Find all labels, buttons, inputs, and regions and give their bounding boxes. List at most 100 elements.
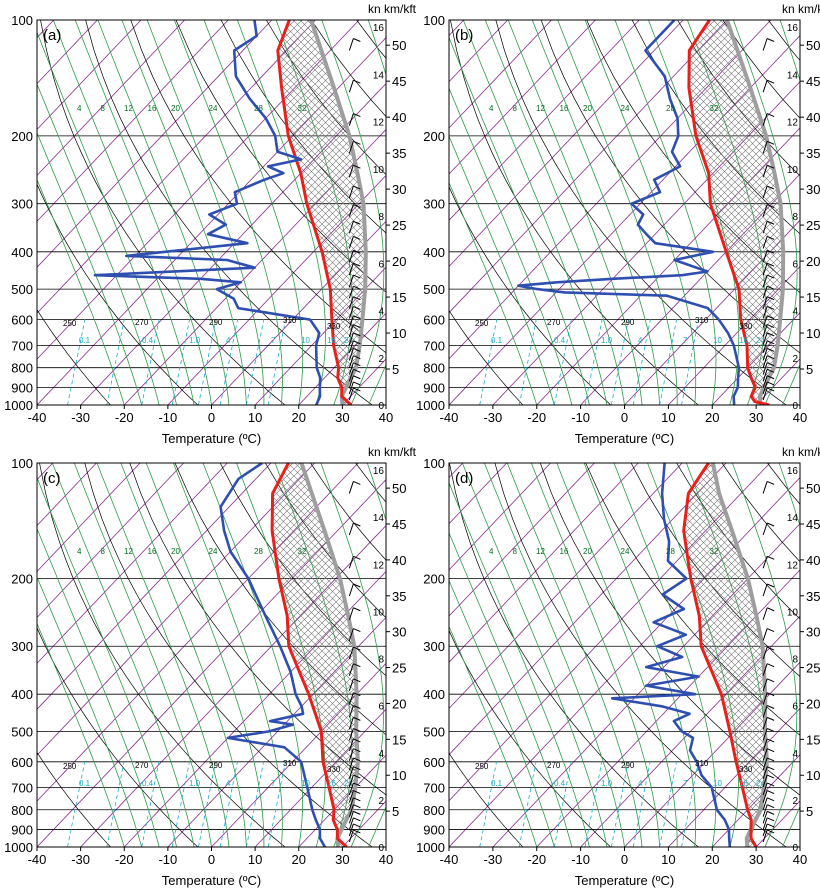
parcel-path (725, 20, 786, 405)
wind-barb-flag (353, 810, 361, 815)
theta-label: 290 (209, 761, 223, 770)
temp-tick-label: -30 (71, 852, 90, 867)
isotherm-line (624, 219, 800, 405)
temp-tick-label: -20 (527, 852, 546, 867)
wind-barb (762, 286, 768, 299)
km-tick-label: 12 (787, 118, 799, 129)
moist-adiabat (584, 20, 697, 405)
wind-barb-flag (353, 716, 361, 721)
kft-tick-label: 20 (392, 696, 406, 711)
km-tick-label: 4 (792, 749, 798, 760)
pressure-tick-label: 400 (423, 687, 445, 702)
moist-adiabat-label: 32 (298, 104, 307, 113)
isotherm-line (37, 20, 185, 176)
temp-tick-label: -30 (483, 410, 502, 425)
wind-barb-flag (766, 678, 775, 683)
moist-adiabat (37, 31, 177, 405)
moist-adiabat (462, 463, 608, 847)
temp-tick-label: 0 (621, 852, 628, 867)
moist-adiabat (613, 463, 717, 847)
wind-barb (348, 286, 354, 299)
wind-barb (348, 797, 354, 810)
wind-barb (348, 165, 354, 178)
mixing-ratio-line (610, 761, 629, 847)
wind-barb (762, 165, 768, 178)
isotherm-line (0, 20, 10, 405)
wind-barb (348, 340, 354, 353)
temp-tick-label: -30 (483, 852, 502, 867)
wind-barb (762, 817, 768, 830)
temp-tick-label: -40 (440, 410, 459, 425)
temp-tick-label: -40 (440, 852, 459, 867)
temp-tick-label: -10 (571, 852, 590, 867)
mixing-ratio-label: 0.4 (554, 336, 566, 345)
moist-adiabat (37, 622, 125, 847)
wind-barb (762, 236, 768, 249)
wind-barb-flag (766, 583, 775, 588)
wind-barb-flag (353, 823, 361, 828)
theta-label: 270 (135, 761, 149, 770)
wind-barb-flag (766, 738, 775, 743)
wind-barb (762, 204, 768, 217)
wind-barb (762, 80, 768, 93)
dry-adiabat (130, 20, 386, 354)
wind-barb (348, 774, 354, 788)
plot-area (449, 463, 800, 847)
mixing-ratio-line (584, 319, 603, 405)
moist-adiabat (531, 20, 660, 405)
mixing-ratio-line (681, 761, 699, 847)
mixing-ratio-label: 0.1 (491, 336, 503, 345)
temp-tick-label: 20 (292, 410, 306, 425)
mixing-ratio-line (246, 761, 264, 847)
km-tick-label: 6 (792, 702, 798, 713)
isotherm-line (449, 463, 639, 663)
mixing-ratio-line (632, 319, 651, 405)
moist-adiabat-label: 4 (489, 547, 494, 556)
kft-tick-label: 40 (806, 110, 820, 125)
plot-area (0, 20, 386, 405)
isotherm-line (80, 524, 386, 847)
x-axis-label: Temperature (ºC) (575, 431, 674, 446)
wind-barb-flag (353, 296, 361, 301)
wind-barb (762, 748, 768, 761)
kft-tick-label: 25 (806, 218, 820, 233)
isotherm-line (37, 463, 141, 573)
wind-barb (348, 381, 354, 395)
mixing-ratio-line (632, 761, 651, 847)
wind-barb-flag (766, 235, 775, 240)
wind-barb (762, 628, 768, 641)
wind-barb-flag (766, 782, 775, 787)
wind-barb (348, 663, 354, 676)
wind-barb-flag (353, 249, 361, 254)
wind-barb-flag (766, 716, 775, 721)
wind-barb (348, 296, 354, 309)
wind-barb (348, 607, 354, 620)
wind-barb-flag (766, 368, 775, 373)
temp-tick-label: -20 (527, 410, 546, 425)
wind-barb (348, 185, 354, 199)
wind-barb (348, 375, 354, 388)
wind-barb-flag (766, 757, 775, 762)
plot-area (37, 463, 386, 847)
pressure-tick-label: 600 (423, 313, 445, 328)
mixing-ratio-line (479, 761, 497, 847)
moist-adiabat (173, 463, 283, 847)
moist-adiabat (779, 20, 800, 405)
wind-barb-flag (766, 375, 775, 380)
moist-adiabat-label: 16 (148, 104, 157, 113)
wind-barb (348, 766, 354, 779)
wind-barb-flag (766, 274, 775, 279)
mixing-ratio-label: 16 (739, 336, 748, 345)
moist-adiabat (174, 20, 283, 405)
moist-adiabat-label: 24 (209, 547, 218, 556)
temp-tick-label: 0 (621, 410, 628, 425)
wind-barb-flag (766, 38, 775, 42)
isotherm-line (37, 463, 228, 664)
km-tick-label: 0 (378, 843, 384, 854)
wind-barb (348, 804, 354, 817)
pressure-tick-label: 700 (11, 781, 33, 796)
mixing-ratio-label: 16 (327, 779, 336, 788)
wind-barb-flag (353, 315, 361, 320)
moist-adiabat-label: 16 (560, 547, 569, 556)
